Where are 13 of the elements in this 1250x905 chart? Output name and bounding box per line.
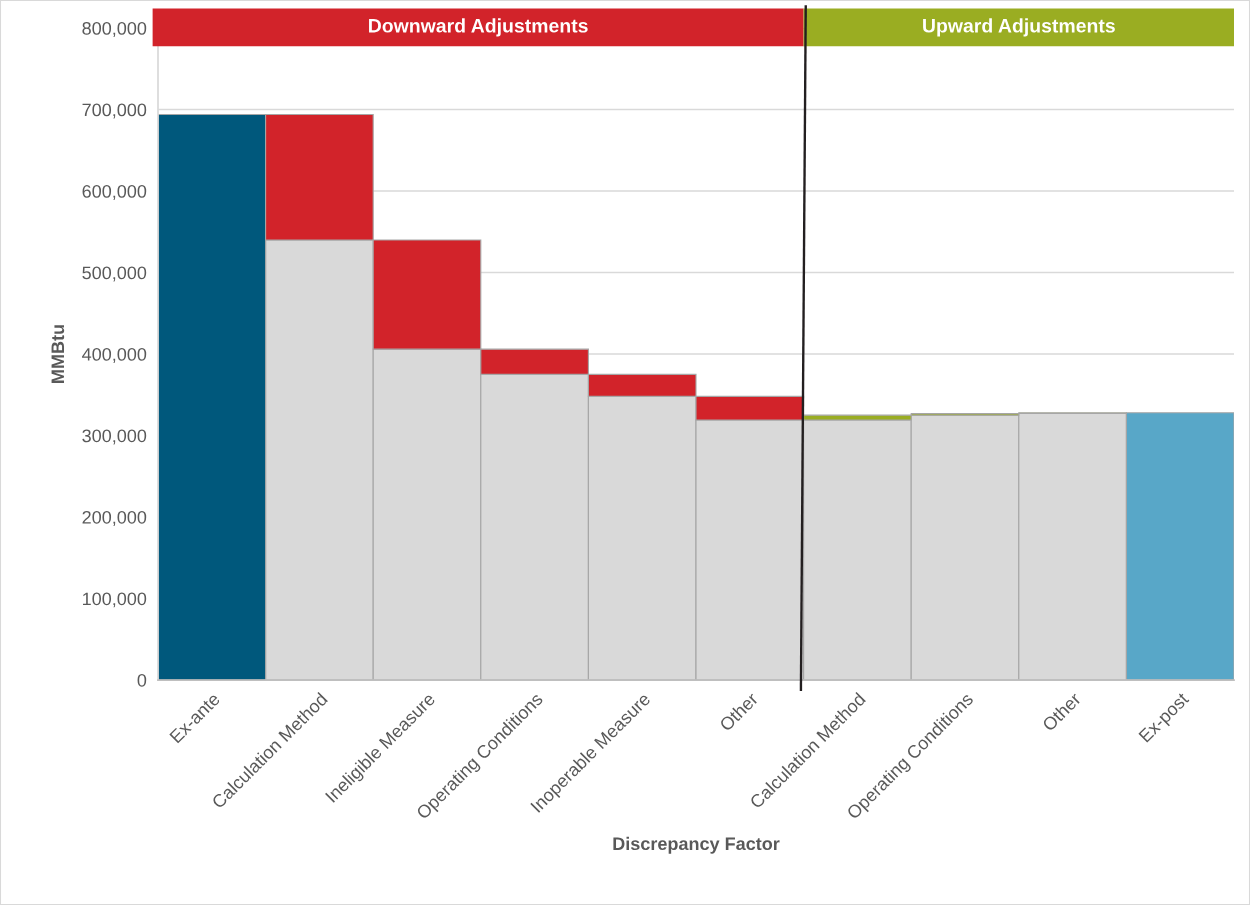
y-tick-label: 100,000 [83, 592, 147, 608]
x-axis-title: Discrepancy Factor [613, 836, 780, 854]
y-tick-label: 0 [137, 673, 147, 687]
y-tick-label: 300,000 [82, 429, 147, 445]
y-tick-label: 500,000 [82, 266, 147, 282]
y-tick-label: 400,000 [82, 347, 147, 363]
annotation: Upward Adjustments [923, 18, 1115, 37]
y-axis-title: MMBtu [51, 325, 65, 383]
y-tick-label: 700,000 [82, 103, 147, 119]
annotation: Downward Adjustments [369, 18, 588, 37]
y-tick-label: 800,000 [82, 21, 147, 37]
y-tick-label: 200,000 [82, 510, 147, 526]
y-tick-label: 600,000 [82, 184, 147, 200]
